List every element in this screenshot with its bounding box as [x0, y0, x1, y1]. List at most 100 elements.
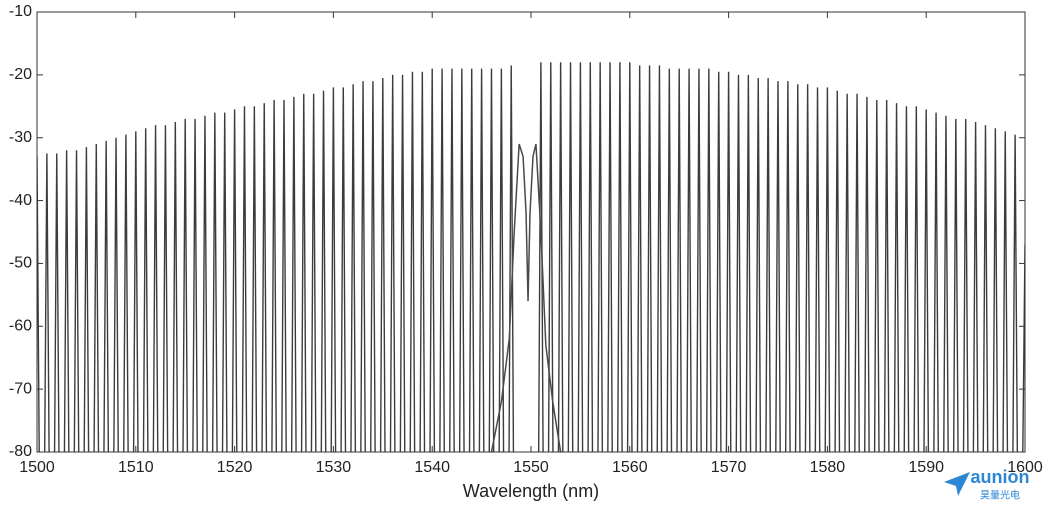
comb-line [498, 68, 505, 452]
comb-line [804, 84, 811, 452]
x-tick-label: 1550 [513, 459, 549, 476]
comb-line [567, 62, 574, 452]
comb-line [123, 134, 129, 452]
watermark-logo [944, 472, 970, 496]
comb-line [626, 62, 633, 452]
comb-line [439, 68, 445, 452]
comb-line [557, 62, 564, 452]
x-tick-label: 1500 [19, 459, 55, 476]
y-tick-label: -20 [9, 66, 32, 83]
comb-line [271, 99, 278, 452]
comb-line [43, 153, 50, 452]
comb-line [725, 71, 732, 452]
comb-line [587, 62, 594, 452]
x-tick-label: 1520 [217, 459, 253, 476]
comb-line [962, 118, 969, 452]
comb-line [696, 68, 702, 452]
comb-line [972, 121, 979, 452]
comb-line [142, 128, 149, 452]
x-tick-label: 1510 [118, 459, 154, 476]
comb-line [715, 71, 722, 452]
comb-line [419, 71, 426, 452]
comb-line [923, 109, 930, 452]
comb-line [686, 68, 692, 452]
comb-line [83, 147, 90, 452]
comb-line [132, 131, 139, 452]
x-tick-label: 1560 [612, 459, 648, 476]
comb-line [389, 74, 396, 452]
comb-line [162, 125, 169, 452]
comb-line [53, 153, 60, 452]
comb-line [449, 68, 455, 452]
plot-frame [36, 11, 1026, 453]
comb-line [864, 96, 870, 452]
comb-line [103, 140, 110, 452]
x-tick-label: 1570 [711, 459, 747, 476]
comb-line [705, 68, 712, 452]
comb-line [281, 99, 287, 452]
comb-line [429, 68, 436, 452]
comb-line [854, 93, 860, 452]
comb-line [231, 109, 238, 452]
comb-line [488, 68, 495, 452]
comb-line [290, 96, 297, 452]
comb-line [211, 112, 218, 452]
comb-line [399, 74, 406, 452]
comb-line [310, 93, 317, 452]
comb-line [666, 68, 673, 452]
comb-line [943, 115, 949, 452]
comb-line [646, 65, 653, 452]
comb-line [745, 74, 752, 452]
comb-line [478, 68, 485, 452]
comb-line [607, 62, 613, 452]
comb-line [350, 84, 357, 452]
y-tick-label: -70 [9, 380, 32, 397]
comb-line [755, 77, 762, 452]
comb-line [824, 87, 831, 452]
x-tick-label: 1600 [1007, 459, 1043, 476]
comb-line [597, 62, 604, 452]
comb-line [577, 62, 584, 452]
x-tick-label: 1530 [316, 459, 352, 476]
y-tick-label: -10 [9, 3, 32, 20]
y-tick-label: -50 [9, 255, 32, 272]
comb-line [172, 121, 179, 452]
ase-line [490, 143, 562, 452]
comb-line [468, 68, 475, 452]
comb-line [379, 77, 386, 452]
x-tick-label: 1580 [810, 459, 846, 476]
comb-line [320, 90, 327, 452]
comb-line [113, 137, 119, 452]
y-tick-label: -30 [9, 129, 32, 146]
comb-line [814, 87, 821, 452]
watermark-subtitle: 昊量光电 [980, 489, 1020, 502]
x-tick-label: 1540 [414, 459, 450, 476]
comb-line [982, 125, 989, 452]
y-tick-label: -60 [9, 318, 32, 335]
comb-line [261, 103, 268, 452]
comb-line [913, 106, 920, 452]
comb-line [952, 118, 959, 452]
comb-line [370, 81, 376, 452]
comb-line [458, 68, 465, 452]
comb-line [537, 62, 544, 452]
comb-line [844, 93, 851, 452]
x-tick-label: 1590 [908, 459, 944, 476]
comb-line [992, 128, 999, 452]
comb-line [37, 156, 40, 452]
comb-line [1022, 244, 1025, 452]
comb-line [409, 71, 416, 452]
comb-line [893, 103, 900, 452]
comb-line [765, 77, 772, 452]
comb-line [656, 65, 663, 452]
comb-line [251, 106, 258, 452]
comb-line [93, 143, 100, 452]
comb-line [547, 62, 554, 452]
comb-line [63, 150, 70, 452]
comb-line [1002, 131, 1009, 452]
comb-line [202, 115, 208, 452]
comb-line [221, 112, 228, 452]
comb-line [73, 150, 80, 452]
comb-line [241, 106, 248, 452]
comb-line [192, 118, 198, 452]
